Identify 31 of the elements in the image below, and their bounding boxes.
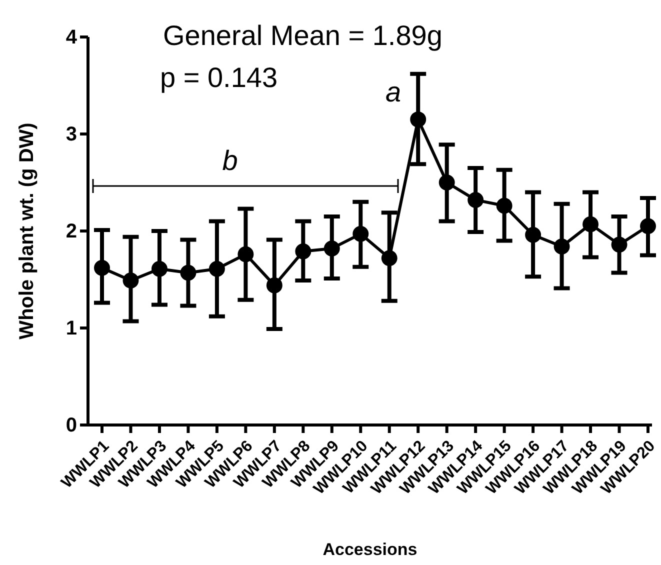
annotation: a: [386, 76, 402, 108]
point: [324, 240, 340, 256]
annotation: p = 0.143: [160, 62, 278, 93]
point: [266, 277, 282, 294]
point: [496, 198, 512, 214]
point: [94, 260, 110, 276]
point: [582, 216, 599, 232]
y-tick-label: 0: [66, 414, 77, 436]
point: [554, 238, 570, 254]
annotation: b: [222, 145, 238, 176]
y-tick-label: 1: [66, 317, 77, 340]
y-tick-label: 3: [66, 123, 77, 146]
point: [295, 243, 312, 260]
point: [410, 111, 426, 128]
x-axis-title: Accessions: [322, 540, 418, 559]
point: [122, 272, 139, 288]
point: [208, 260, 225, 277]
point: [238, 246, 254, 262]
point: [352, 226, 369, 242]
point: [381, 250, 398, 266]
point: [151, 260, 168, 277]
y-tick-label: 2: [66, 220, 77, 242]
point: [640, 218, 656, 234]
y-tick-label: 4: [66, 26, 78, 48]
point: [525, 226, 542, 243]
y-axis-title: Whole plant wt. (g DW): [16, 122, 38, 340]
annotation: General Mean = 1.89g: [163, 20, 442, 51]
point: [468, 192, 484, 208]
point: [438, 174, 455, 190]
point: [611, 236, 628, 253]
point: [180, 264, 196, 281]
